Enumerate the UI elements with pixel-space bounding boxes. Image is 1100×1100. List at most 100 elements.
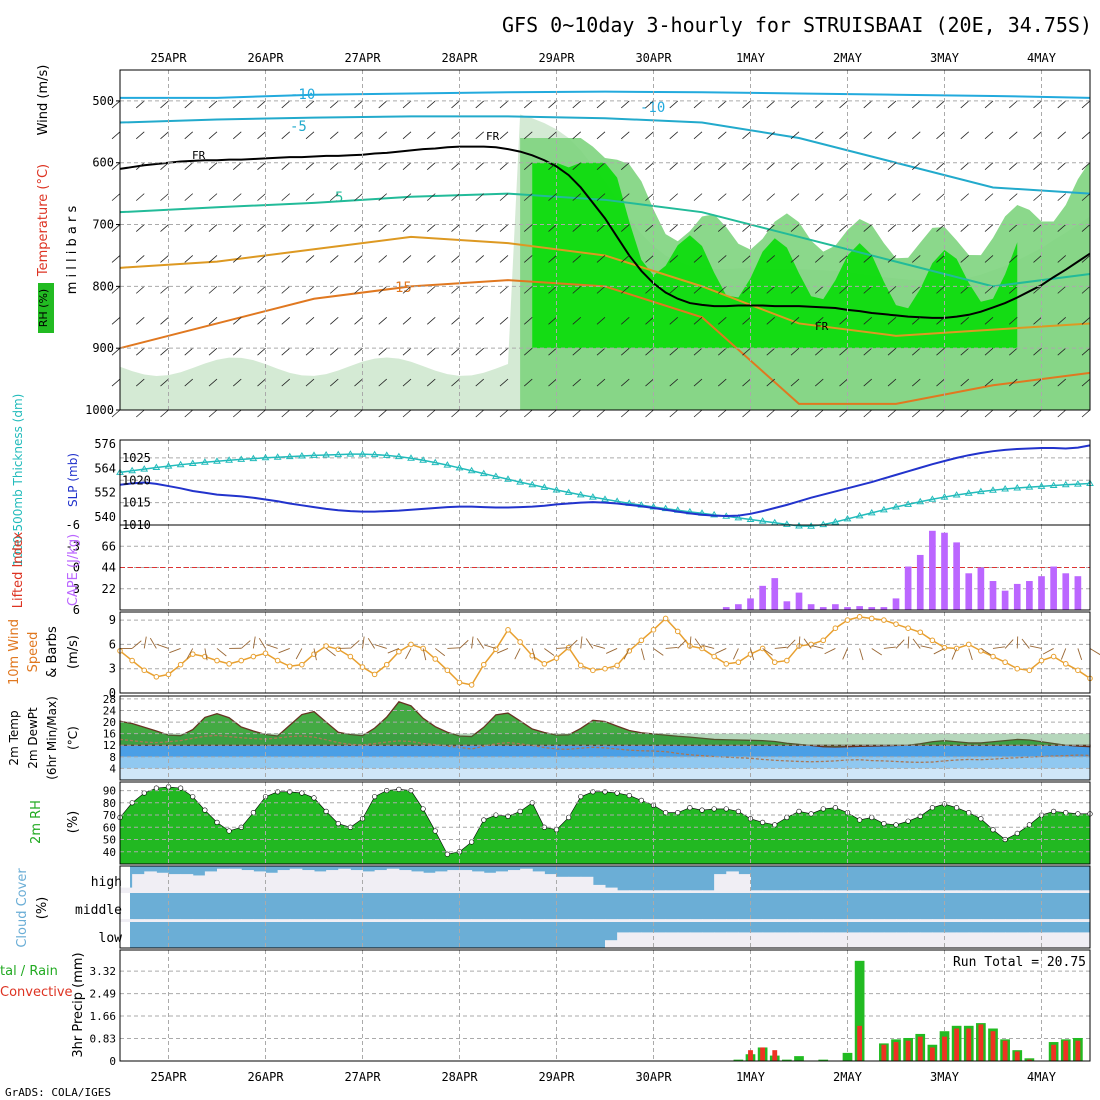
wind-barb (305, 162, 315, 171)
cloud-cell (568, 919, 582, 922)
wind-barb (329, 347, 339, 356)
wind-barb (984, 316, 994, 325)
isotherm-label: -5 (290, 119, 307, 135)
cloud-cell (605, 887, 618, 893)
wind-barb (475, 378, 485, 387)
wind-barb (135, 316, 145, 325)
wind-barb (135, 347, 145, 356)
wind-barb (232, 286, 242, 294)
wind-barb (620, 286, 630, 294)
cloud-cell (993, 932, 1006, 948)
cloud-cell (859, 919, 873, 922)
cloud-cell (435, 919, 448, 922)
wind-barb (329, 131, 339, 140)
thickness-marker (382, 451, 391, 458)
wind-barb (742, 378, 751, 387)
wind-barb (111, 255, 121, 263)
thickness-marker (152, 463, 161, 471)
cloud-cell (120, 919, 133, 922)
cloud-cell (1017, 890, 1030, 893)
thickness-tick-label: 540 (94, 510, 116, 524)
cloud-cell (556, 919, 570, 922)
thickness-marker (758, 517, 767, 524)
wind-barb (936, 193, 945, 201)
wind-barb (669, 378, 679, 387)
wind-barb (572, 316, 582, 325)
surface-wind-barb (992, 646, 1005, 649)
wind-barb (329, 162, 339, 171)
cloud-cell (253, 919, 266, 922)
wind-barb (184, 224, 194, 232)
wind-barb (596, 316, 606, 325)
cloud-cell (241, 919, 254, 922)
cloud-cell (1065, 919, 1079, 922)
cloud-cell (617, 932, 630, 948)
wind-barb (790, 131, 800, 140)
wind-barb (426, 347, 436, 356)
wind-barb (669, 316, 679, 325)
wind-barb (887, 193, 897, 201)
cloud-cell (289, 868, 303, 893)
wind-barb (475, 100, 485, 109)
wind-barb (305, 316, 315, 325)
rh-marker (335, 821, 341, 827)
temp-title-line3: (6hr Min/Max) (45, 696, 59, 780)
surface-wind-barb (216, 648, 227, 657)
cloud-cell (677, 919, 691, 922)
surface-wind-barb (325, 648, 336, 657)
cloud-cell (411, 871, 424, 893)
cape-li-panel-frame (119, 524, 1091, 611)
surface-wind-barb (774, 646, 787, 649)
wind-barb (305, 224, 315, 232)
wind-barb (402, 162, 412, 171)
wind-barb (426, 378, 436, 387)
wind-barb (475, 286, 485, 294)
dewpoint-line (119, 734, 1091, 763)
thickness-marker (297, 452, 306, 459)
wind-barb (475, 255, 485, 263)
surface-wind-barb (157, 644, 169, 649)
thickness-line (119, 453, 1091, 527)
wind-barb (717, 224, 727, 232)
wind-barb (669, 100, 679, 109)
wind-barb (984, 193, 994, 201)
wind-speed-marker (238, 657, 245, 664)
wind-speed-marker (153, 674, 160, 680)
wind-barb (790, 224, 800, 232)
surface-wind-barb (350, 640, 360, 649)
surface-wind-barb (895, 639, 905, 649)
thickness-marker (176, 460, 185, 468)
cloud-cell (508, 870, 521, 893)
surface-wind-barb (585, 638, 594, 649)
wind-speed-marker (177, 661, 184, 668)
surface-wind-barb (295, 648, 303, 660)
wind-barb (548, 316, 557, 325)
cloud-cell (1017, 932, 1030, 948)
wind-speed-marker (226, 661, 232, 667)
thickness-marker (952, 491, 961, 498)
wind-barb (451, 286, 460, 294)
wind-speed-marker (383, 661, 390, 668)
wind-barb (887, 347, 897, 356)
surface-wind-barb (556, 647, 569, 649)
date-label-top: 3MAY (930, 51, 960, 65)
li-tick-label: -6 (66, 518, 80, 532)
wind-speed-marker (1038, 657, 1045, 664)
wind-barb (257, 162, 266, 171)
wind-barb (936, 100, 945, 109)
li-tick-label: 6 (73, 603, 80, 617)
wind-barb (790, 286, 800, 294)
wind-barb (160, 409, 169, 418)
thickness-marker (904, 500, 913, 507)
wind-barb (354, 224, 363, 232)
cloud-cell (314, 919, 327, 922)
wind-barb (1008, 347, 1018, 356)
rh-tick-label: 50 (103, 834, 116, 847)
wind-barb (1008, 286, 1018, 294)
wind-barb (717, 162, 727, 171)
footer-credit: GrADS: COLA/IGES (5, 1086, 111, 1099)
wind-barb (329, 224, 339, 232)
wind-speed-marker (590, 667, 596, 674)
wind-speed-marker (577, 662, 584, 669)
wind-barb (135, 378, 145, 387)
